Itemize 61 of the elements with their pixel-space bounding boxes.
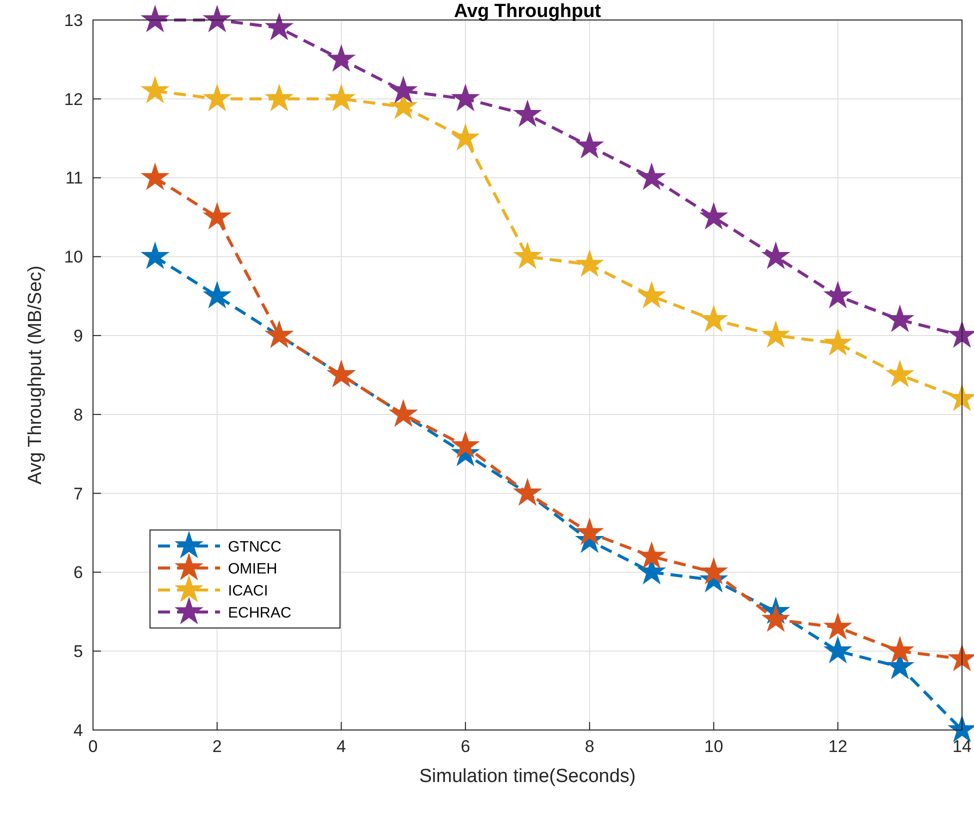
x-axis-title: Simulation time(Seconds) xyxy=(419,766,636,787)
point xyxy=(761,320,790,348)
point xyxy=(575,131,604,159)
legend-label: ICACI xyxy=(228,582,268,600)
y-tick-label: 11 xyxy=(65,168,83,188)
x-tick-label: 2 xyxy=(212,737,222,756)
chart-title: Avg Throughput xyxy=(454,1,602,22)
x-tick-label: 4 xyxy=(336,737,346,756)
point xyxy=(637,541,666,569)
point xyxy=(823,328,852,356)
point xyxy=(140,162,170,190)
y-tick-label: 4 xyxy=(74,720,83,740)
point xyxy=(761,604,790,632)
point xyxy=(575,518,604,546)
point xyxy=(140,76,170,104)
x-tick-label: 14 xyxy=(952,737,972,756)
y-axis-title: Avg Throughput (MB/Sec) xyxy=(25,266,46,484)
x-tick-label: 12 xyxy=(828,737,848,756)
point xyxy=(264,12,294,40)
y-tick-label: 12 xyxy=(64,90,83,109)
y-tick-label: 10 xyxy=(64,248,83,267)
point xyxy=(637,162,666,190)
point xyxy=(450,123,480,151)
point xyxy=(326,84,356,112)
point xyxy=(450,430,480,458)
point xyxy=(202,84,232,112)
y-tick-label: 9 xyxy=(74,326,83,346)
y-tick-label: 5 xyxy=(74,642,83,662)
legend-label: ECHRAC xyxy=(228,604,292,622)
point xyxy=(637,280,666,308)
point xyxy=(326,44,356,72)
point xyxy=(699,202,728,230)
point xyxy=(575,249,604,277)
point xyxy=(513,241,542,269)
point xyxy=(823,612,852,640)
point xyxy=(388,76,418,104)
point xyxy=(140,241,170,269)
x-tick-label: 6 xyxy=(460,737,470,756)
point xyxy=(699,304,728,332)
point xyxy=(264,84,294,112)
point xyxy=(202,280,232,308)
y-tick-label: 13 xyxy=(64,10,83,30)
point xyxy=(761,241,790,269)
point xyxy=(885,636,914,664)
point xyxy=(885,304,914,332)
x-tick-label: 8 xyxy=(584,737,594,756)
y-tick-label: 6 xyxy=(74,563,83,582)
point xyxy=(513,99,542,127)
y-tick-label: 8 xyxy=(74,405,83,424)
point xyxy=(450,84,480,112)
point xyxy=(202,202,232,230)
x-tick-label: 10 xyxy=(704,737,724,756)
legend-label: GTNCC xyxy=(228,538,282,556)
point xyxy=(885,360,914,388)
point xyxy=(140,4,170,32)
point xyxy=(823,280,852,308)
legend-label: OMIEH xyxy=(228,560,278,578)
point xyxy=(202,4,232,32)
y-tick-label: 7 xyxy=(74,484,83,504)
x-tick-label: 0 xyxy=(88,737,98,756)
point xyxy=(823,636,852,664)
